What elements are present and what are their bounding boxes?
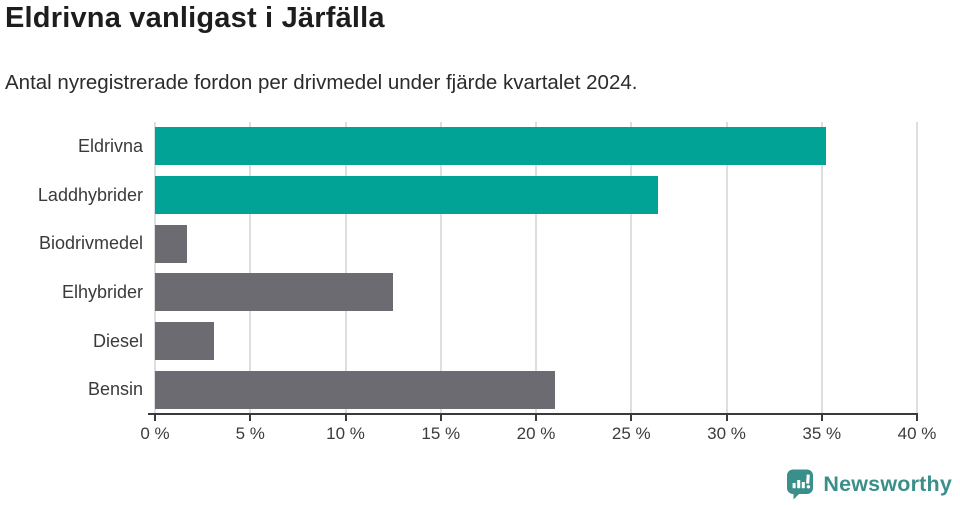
newsworthy-brand-link[interactable]: Newsworthy xyxy=(786,469,952,500)
tick-mark xyxy=(916,414,918,421)
bar-biodrivmedel xyxy=(155,224,188,263)
gridline xyxy=(154,122,156,414)
bar-rows xyxy=(155,122,917,414)
gridline xyxy=(630,122,633,414)
chart-row xyxy=(155,171,917,220)
category-label: Diesel xyxy=(92,330,143,351)
bar-bensin xyxy=(155,370,556,409)
category-axis-labels: Eldrivna Laddhybrider Biodrivmedel Elhybrid… xyxy=(0,122,143,414)
chart-subtitle: Antal nyregistrerade fordon per drivmede… xyxy=(5,71,638,94)
tick-mark xyxy=(820,414,823,421)
bar-elhybrider xyxy=(155,273,394,312)
category-label: Eldrivna xyxy=(77,135,143,156)
gridline xyxy=(535,122,537,414)
gridline xyxy=(725,122,728,414)
tick-label: 30 % xyxy=(707,424,746,443)
bar-laddhybrider xyxy=(155,176,658,214)
chart-row xyxy=(155,365,917,414)
tick-mark xyxy=(249,414,252,421)
chart-row xyxy=(155,219,917,268)
category-label: Elhybrider xyxy=(61,281,143,302)
tick-label: 5 % xyxy=(235,424,265,443)
tick-mark xyxy=(725,414,728,421)
bar-diesel xyxy=(155,322,215,361)
tick-mark xyxy=(154,414,156,421)
bar-eldrivna xyxy=(155,127,826,166)
tick-label: 20 % xyxy=(516,424,556,443)
chart-row xyxy=(155,122,917,171)
tick-mark xyxy=(439,414,442,421)
brand-wordmark: Newsworthy xyxy=(823,472,952,496)
x-axis-tick-labels: 0 % 5 % 10 % 15 % 20 % 25 % 30 % 35 % 40 % xyxy=(140,424,936,446)
tick-label: 25 % xyxy=(611,424,651,443)
tick-mark xyxy=(535,414,537,421)
category-label: Biodrivmedel xyxy=(38,233,143,254)
tick-label: 10 % xyxy=(326,424,365,443)
tick-mark xyxy=(344,414,347,421)
plot-area xyxy=(154,122,918,414)
gridline xyxy=(820,122,823,414)
gridline xyxy=(249,122,252,414)
tick-label: 0 % xyxy=(140,424,170,443)
x-axis-line xyxy=(148,413,918,415)
tick-mark xyxy=(630,414,633,421)
chart-row xyxy=(155,317,917,366)
bar-chart-speech-bubble-icon xyxy=(786,469,814,500)
tick-label: 15 % xyxy=(421,424,461,443)
category-label: Bensin xyxy=(87,379,143,400)
chart-row xyxy=(155,268,917,317)
x-axis-ticks xyxy=(154,414,918,422)
gridline xyxy=(916,122,918,414)
page-title: Eldrivna vanligast i Järfälla xyxy=(5,2,385,34)
category-label: Laddhybrider xyxy=(37,184,143,205)
gridline xyxy=(439,122,442,414)
tick-label: 35 % xyxy=(802,424,842,443)
tick-label: 40 % xyxy=(897,424,937,443)
gridline xyxy=(344,122,347,414)
